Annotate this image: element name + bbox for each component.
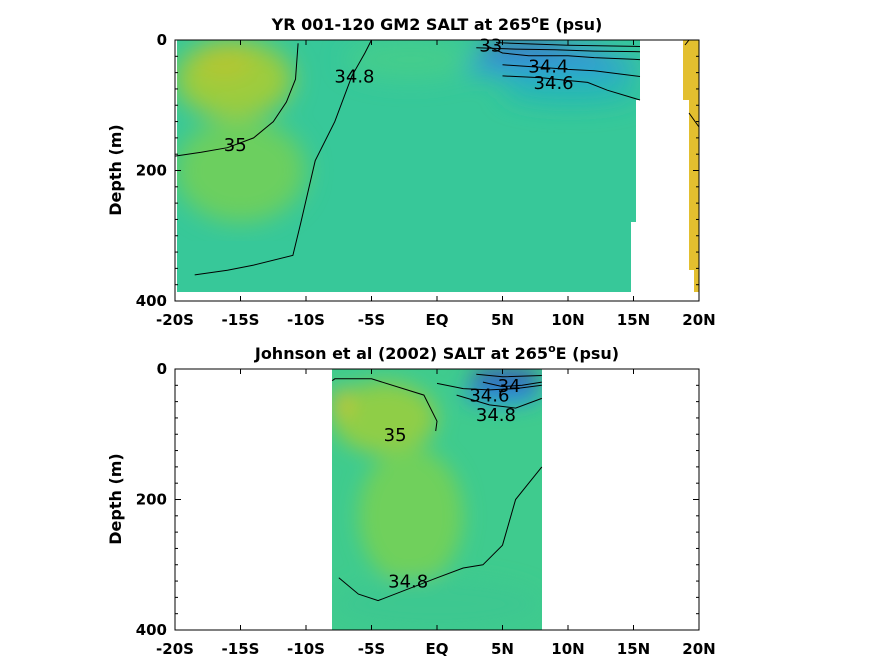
x-tick-label: 10N bbox=[551, 640, 584, 656]
top-ylabel: Depth (m) bbox=[106, 124, 125, 216]
salinity-patch bbox=[332, 388, 351, 418]
bottom-ylabel: Depth (m) bbox=[106, 453, 125, 545]
x-tick-label: -10S bbox=[287, 311, 325, 329]
contour-label: 34.8 bbox=[388, 572, 428, 593]
x-tick-label: 15N bbox=[617, 311, 650, 329]
contour-line bbox=[338, 466, 543, 602]
contour-line bbox=[194, 39, 372, 276]
contour-line bbox=[485, 44, 641, 61]
y-tick-label: 400 bbox=[136, 621, 167, 639]
y-tick-label: 200 bbox=[136, 491, 167, 509]
contour-label: 34.6 bbox=[534, 73, 574, 94]
salinity-patch bbox=[345, 40, 477, 80]
contour-label: 34.6 bbox=[469, 386, 509, 407]
x-tick-label: 15N bbox=[617, 640, 650, 656]
contour-line bbox=[502, 75, 641, 101]
x-tick-label: 20N bbox=[682, 640, 715, 656]
contour-label: 34.4 bbox=[528, 57, 568, 78]
salinity-patch bbox=[177, 118, 306, 223]
salinity-patch bbox=[463, 53, 640, 80]
bottom-panel: Johnson et al (2002) SALT at 265oE (psu)… bbox=[106, 342, 716, 656]
salinity-patch bbox=[332, 382, 437, 454]
x-tick-label: -20S bbox=[156, 640, 194, 656]
contour-label: 35 bbox=[384, 425, 407, 446]
bottom-field bbox=[332, 369, 542, 630]
contour-label: 34.8 bbox=[334, 66, 374, 87]
top-panel: YR 001-120 GM2 SALT at 265oE (psu) 35 34.… bbox=[106, 13, 716, 329]
contour-line bbox=[495, 42, 641, 47]
x-tick-label: -5S bbox=[358, 311, 385, 329]
contour-line bbox=[476, 47, 641, 53]
salinity-patch bbox=[194, 43, 254, 80]
y-tick-label: 0 bbox=[157, 360, 167, 378]
x-tick-label: 5N bbox=[491, 311, 514, 329]
x-tick-label: 5N bbox=[491, 640, 514, 656]
contour-line bbox=[174, 43, 299, 157]
contour-label: 34.8 bbox=[476, 405, 516, 426]
contour-line bbox=[456, 394, 542, 409]
contour-line bbox=[482, 381, 542, 388]
x-tick-label: -15S bbox=[222, 640, 260, 656]
contour-line bbox=[476, 373, 542, 378]
y-tick-label: 200 bbox=[136, 162, 167, 180]
x-tick-label: -20S bbox=[156, 311, 194, 329]
contour-label: 33 bbox=[479, 36, 502, 57]
top-right-contour bbox=[684, 39, 700, 128]
salinity-patch bbox=[502, 75, 640, 106]
contour-line bbox=[331, 378, 438, 432]
x-tick-label: EQ bbox=[426, 311, 449, 329]
x-tick-label: -5S bbox=[358, 640, 385, 656]
contour-line bbox=[436, 382, 542, 391]
top-title: YR 001-120 GM2 SALT at 265oE (psu) bbox=[271, 13, 603, 34]
contour-line bbox=[502, 64, 641, 77]
top-salty-strip bbox=[683, 40, 699, 292]
salinity-patch bbox=[332, 577, 542, 630]
contour-label: 35 bbox=[224, 135, 247, 156]
contour-label: 34 bbox=[498, 376, 521, 397]
x-tick-label: -15S bbox=[222, 311, 260, 329]
x-tick-label: EQ bbox=[426, 640, 449, 656]
x-tick-label: -10S bbox=[287, 640, 325, 656]
x-tick-label: 10N bbox=[551, 311, 584, 329]
top-field-right-strip bbox=[683, 40, 699, 292]
y-tick-label: 400 bbox=[136, 292, 167, 310]
bottom-title: Johnson et al (2002) SALT at 265oE (psu) bbox=[254, 342, 619, 363]
x-tick-label: 20N bbox=[682, 311, 715, 329]
salinity-patch bbox=[358, 447, 464, 585]
y-tick-label: 0 bbox=[157, 31, 167, 49]
